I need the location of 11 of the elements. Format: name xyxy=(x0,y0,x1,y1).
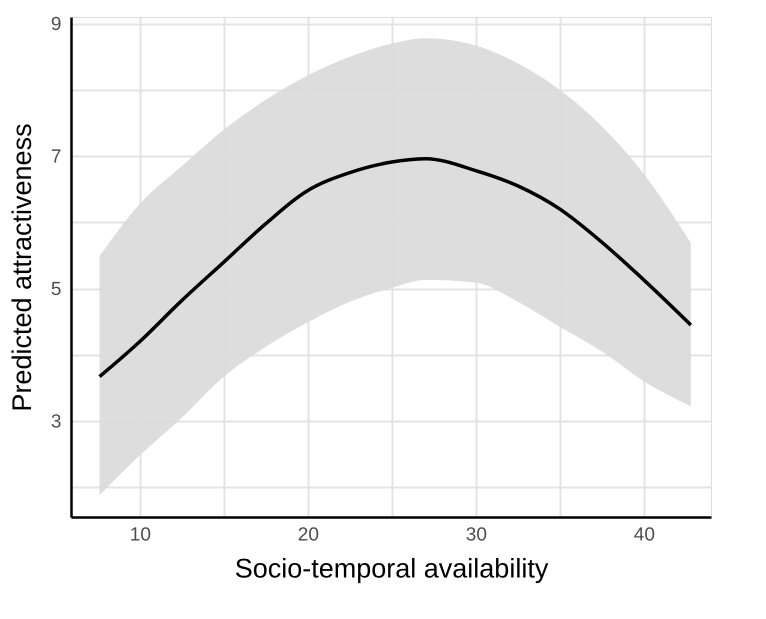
x-tick-label: 40 xyxy=(634,524,655,546)
y-tick-label: 3 xyxy=(50,411,62,432)
x-tick-label: 10 xyxy=(130,524,151,546)
x-tick-label: 30 xyxy=(466,524,487,546)
x-axis-title: Socio-temporal availability xyxy=(234,554,549,584)
y-tick-label: 7 xyxy=(50,146,62,168)
y-axis-title: Predicted attractiveness xyxy=(6,123,37,412)
line-series xyxy=(98,156,693,378)
y-tick-label: 9 xyxy=(50,14,62,36)
y-tick-label: 5 xyxy=(50,279,62,300)
x-tick-label: 20 xyxy=(298,524,319,546)
